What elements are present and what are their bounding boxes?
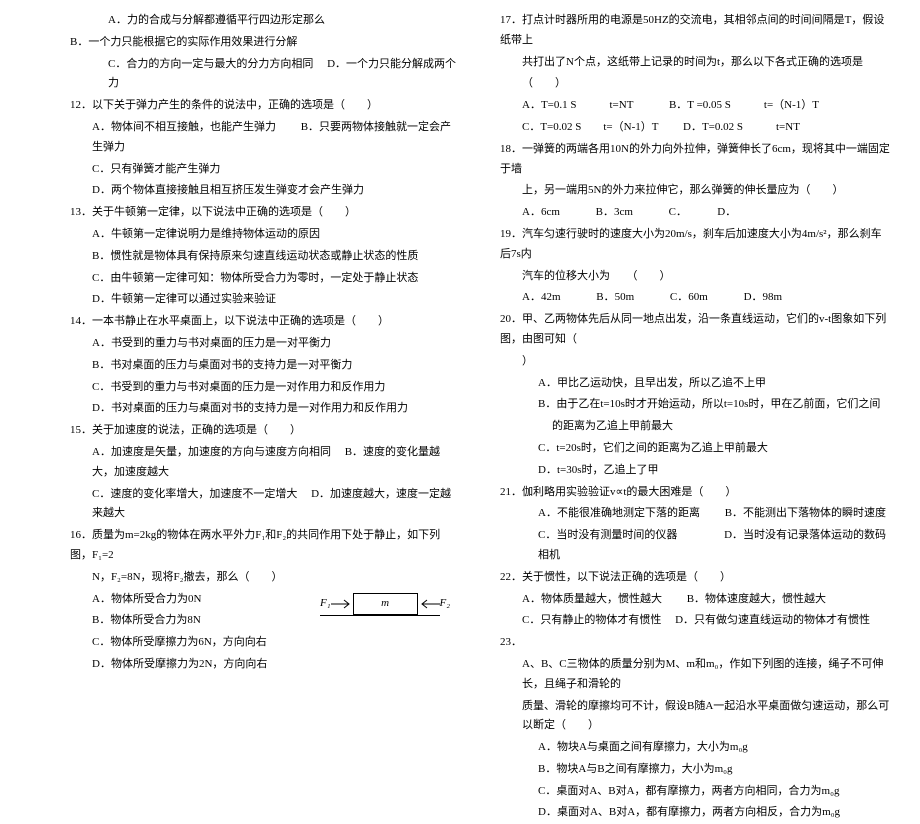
q16-opt-a: A．物体所受合力为0N bbox=[70, 589, 320, 611]
q12-opt-d: D．两个物体直接接触且相互挤压发生弹变才会产生弹力 bbox=[70, 180, 460, 202]
ground-line bbox=[320, 615, 440, 616]
q16-opt-d: D．物体所受摩擦力为2N，方向向右 bbox=[70, 654, 320, 676]
q22: 22．关于惯性，以下说法正确的选项是（ ） bbox=[500, 567, 890, 589]
q15: 15．关于加速度的说法，正确的选项是（ ） bbox=[70, 420, 460, 442]
q22-opts-ab: A．物体质量越大，惯性越大 B．物体速度越大，惯性越大 bbox=[500, 589, 890, 611]
q17-opts-ab: A．T=0.1 S t=NT B．T =0.05 S t=（N-1）T bbox=[500, 95, 890, 117]
q23c: 质量、滑轮的摩擦均可不计，假设B随A一起沿水平桌面做匀速运动，那么可以断定（ ） bbox=[500, 696, 890, 738]
q15-opts-cd: C．速度的变化率增大，加速度不一定增大 D．加速度越大，速度一定越来越大 bbox=[70, 484, 460, 526]
q16-opt-b: B．物体所受合力为8N bbox=[70, 610, 320, 632]
q21-opts-ab: A．不能很准确地测定下落的距离 B．不能测出下落物体的瞬时速度 bbox=[500, 503, 890, 525]
q20: 20．甲、乙两物体先后从同一地点出发，沿一条直线运动，它们的v-t图象如下列图，… bbox=[500, 309, 890, 351]
q14: 14．一本书静止在水平桌面上，以下说法中正确的选项是（ ） bbox=[70, 311, 460, 333]
q23-opt-c: C．桌面对A、B对A，都有摩擦力，两者方向相同，合力为m₀g bbox=[500, 781, 890, 803]
q12-opts-ab: A．物体间不相互接触，也能产生弹力 B．只要两物体接触就一定会产生弹力 bbox=[70, 117, 460, 159]
q13-opt-b: B．惯性就是物体具有保持原来匀速直线运动状态或静止状态的性质 bbox=[70, 246, 460, 268]
q11-opt-cd: C．合力的方向一定与最大的分力方向相同 D．一个力只能分解成两个力 bbox=[70, 54, 460, 96]
q23-opt-d: D．桌面对A、B对A，都有摩擦力，两者方向相反，合力为m₀g bbox=[500, 802, 890, 824]
q19: 19．汽车匀速行驶时的速度大小为20m/s，刹车后加速度大小为4m/s²，那么刹… bbox=[500, 224, 890, 266]
q16b: N，F₂=8N，现将F₂撤去，那么（ ） bbox=[70, 567, 460, 589]
q12: 12．以下关于弹力产生的条件的说法中，正确的选项是（ ） bbox=[70, 95, 460, 117]
q15-opts-ab: A．加速度是矢量，加速度的方向与速度方向相同 B．速度的变化量越大，加速度越大 bbox=[70, 442, 460, 484]
q20-opt-b2: 的距离为乙追上甲前最大 bbox=[500, 416, 890, 438]
q14-opt-a: A．书受到的重力与书对桌面的压力是一对平衡力 bbox=[70, 333, 460, 355]
q21-opts-cd: C．当时没有测量时间的仪器 D．当时没有记录落体运动的数码相机 bbox=[500, 525, 890, 567]
q17: 17．打点计时器所用的电源是50HZ的交流电，其相邻点间的时间间隔是T，假设纸带… bbox=[500, 10, 890, 52]
q23-opt-a: A．物块A与桌面之间有摩擦力，大小为m₀g bbox=[500, 737, 890, 759]
q14-opt-c: C．书受到的重力与书对桌面的压力是一对作用力和反作用力 bbox=[70, 377, 460, 399]
q13-opt-a: A．牛顿第一定律说明力是维持物体运动的原因 bbox=[70, 224, 460, 246]
q14-opt-d: D．书对桌面的压力与桌面对书的支持力是一对作用力和反作用力 bbox=[70, 398, 460, 420]
q13-opt-d: D．牛顿第一定律可以通过实验来验证 bbox=[70, 289, 460, 311]
q21: 21．伽利略用实验验证v∝t的最大困难是（ ） bbox=[500, 482, 890, 504]
q20b: ） bbox=[500, 351, 890, 373]
q20-opt-a: A．甲比乙运动快，且早出发，所以乙追不上甲 bbox=[500, 373, 890, 395]
q18-opts: A．6cm B．3cm C． D． bbox=[500, 202, 890, 224]
q22-opts-cd: C．只有静止的物体才有惯性 D．只有做匀速直线运动的物体才有惯性 bbox=[500, 610, 890, 632]
q16-opt-c: C．物体所受摩擦力为6N，方向向右 bbox=[70, 632, 320, 654]
q11-opt-a: A．力的合成与分解都遵循平行四边形定那么 bbox=[70, 10, 460, 32]
arrow-right-icon bbox=[331, 599, 353, 609]
f1-label: F₁ bbox=[320, 594, 331, 614]
q20-opt-c: C．t=20s时，它们之间的距离为乙追上甲前最大 bbox=[500, 438, 890, 460]
q16: 16．质量为m=2kg的物体在两水平外力F₁和F₂的共同作用下处于静止，如下列图… bbox=[70, 525, 460, 567]
q11-opt-b: B．一个力只能根据它的实际作用效果进行分解 bbox=[70, 32, 460, 54]
q13: 13．关于牛顿第一定律，以下说法中正确的选项是（ ） bbox=[70, 202, 460, 224]
left-column: A．力的合成与分解都遵循平行四边形定那么 B．一个力只能根据它的实际作用效果进行… bbox=[40, 10, 470, 628]
q23: 23． bbox=[500, 632, 890, 654]
q18: 18．一弹簧的两端各用10N的外力向外拉伸，弹簧伸长了6cm，现将其中一端固定于… bbox=[500, 139, 890, 181]
q20-opt-d: D．t=30s时，乙追上了甲 bbox=[500, 460, 890, 482]
q23-opt-b: B．物块A与B之间有摩擦力，大小为m₀g bbox=[500, 759, 890, 781]
q18b: 上，另一端用5N的外力来拉伸它，那么弹簧的伸长量应为（ ） bbox=[500, 180, 890, 202]
q12-opt-c: C．只有弹簧才能产生弹力 bbox=[70, 159, 460, 181]
q19b: 汽车的位移大小为 （ ） bbox=[500, 266, 890, 288]
q17-opts-cd: C．T=0.02 S t=（N-1）T D．T=0.02 S t=NT bbox=[500, 117, 890, 139]
q17b: 共打出了N个点，这纸带上记录的时间为t，那么以下各式正确的选项是 bbox=[500, 52, 890, 74]
q19-opts: A．42m B．50m C．60m D．98m bbox=[500, 287, 890, 309]
q20-opt-b: B．由于乙在t=10s时才开始运动，所以t=10s时，甲在乙前面，它们之间 bbox=[500, 394, 890, 416]
q13-opt-c: C．由牛顿第一定律可知：物体所受合力为零时，一定处于静止状态 bbox=[70, 268, 460, 290]
q14-opt-b: B．书对桌面的压力与桌面对书的支持力是一对平衡力 bbox=[70, 355, 460, 377]
f2-label: F₂ bbox=[440, 594, 451, 614]
right-column: 17．打点计时器所用的电源是50HZ的交流电，其相邻点间的时间间隔是T，假设纸带… bbox=[470, 10, 900, 628]
m-box: m bbox=[353, 593, 418, 615]
q16-figure: F₁ m F₂ bbox=[320, 589, 460, 676]
q23b: A、B、C三物体的质量分别为M、m和m₀，作如下列图的连接，绳子不可伸长，且绳子… bbox=[500, 654, 890, 696]
arrow-left-icon bbox=[418, 599, 440, 609]
q17c: （ ） bbox=[500, 73, 890, 95]
